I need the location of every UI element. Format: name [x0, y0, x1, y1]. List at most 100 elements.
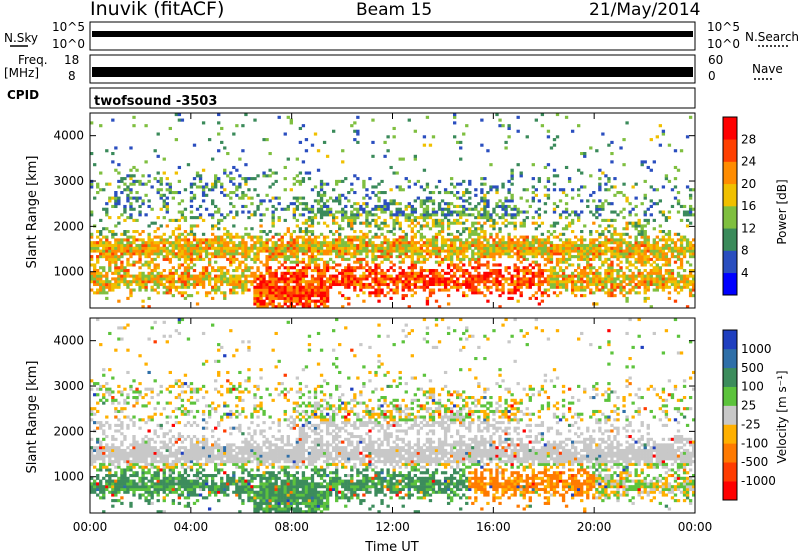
heatmap-cell [643, 249, 647, 253]
heatmap-cell [610, 202, 614, 206]
heatmap-cell [298, 285, 303, 289]
heatmap-cell [189, 274, 194, 278]
heatmap-cell [586, 285, 590, 289]
heatmap-cell [214, 241, 218, 245]
heatmap-cell [307, 280, 312, 284]
heatmap-cell [211, 277, 215, 281]
heatmap-cell [223, 296, 227, 300]
heatmap-cell [646, 274, 650, 278]
heatmap-cell [90, 476, 94, 480]
heatmap-cell [316, 252, 321, 256]
heatmap-cell [395, 255, 399, 259]
heatmap-cell [501, 277, 505, 281]
heatmap-cell [646, 277, 650, 281]
heatmap-cell [604, 235, 608, 239]
heatmap-cell [341, 193, 345, 197]
heatmap-cell [111, 232, 115, 236]
heatmap-cell [492, 249, 496, 253]
heatmap-cell [328, 274, 333, 278]
heatmap-cell [238, 280, 242, 284]
heatmap-cell [543, 252, 548, 256]
heatmap-cell [344, 274, 348, 278]
heatmap-cell [211, 185, 215, 189]
heatmap-cell [304, 271, 309, 275]
heatmap-cell [419, 280, 424, 284]
heatmap-cell [123, 210, 127, 214]
heatmap-cell [244, 163, 248, 167]
heatmap-cell [398, 235, 402, 239]
heatmap-cell [398, 246, 402, 250]
heatmap-cell [564, 115, 569, 119]
heatmap-cell [126, 252, 130, 256]
heatmap-cell [189, 185, 194, 189]
heatmap-cell [507, 255, 511, 259]
heatmap-cell [114, 243, 118, 248]
cpid-panel-frame [89, 87, 696, 109]
heatmap-cell [132, 207, 136, 211]
heatmap-cell [422, 280, 427, 284]
heatmap-cell [534, 221, 538, 225]
heatmap-cell [298, 271, 303, 275]
heatmap-cell [117, 476, 121, 480]
heatmap-cell [310, 282, 315, 287]
heatmap-cell [428, 196, 433, 200]
heatmap-cell [138, 443, 142, 447]
heatmap-cell [513, 291, 517, 295]
heatmap-cell [316, 274, 321, 278]
heatmap-cell [655, 288, 659, 292]
heatmap-cell [664, 257, 669, 261]
heatmap-cell [365, 246, 369, 250]
heatmap-cell [147, 305, 151, 309]
heatmap-cell [528, 249, 532, 253]
heatmap-cell [274, 246, 278, 250]
heatmap-cell [462, 282, 466, 287]
heatmap-cell [286, 227, 290, 231]
heatmap-cell [132, 440, 136, 444]
heatmap-cell [304, 241, 309, 245]
heatmap-cell [353, 230, 357, 234]
heatmap-cell [486, 216, 490, 220]
heatmap-cell [555, 243, 560, 248]
heatmap-cell [658, 143, 663, 147]
heatmap-cell [570, 285, 575, 289]
heatmap-cell [250, 243, 254, 248]
heatmap-cell [93, 249, 97, 253]
heatmap-cell [214, 252, 218, 256]
heatmap-cell [135, 243, 139, 248]
heatmap-cell [437, 260, 442, 264]
heatmap-cell [229, 282, 233, 287]
heatmap-cell [93, 243, 97, 248]
heatmap-cell [132, 474, 136, 478]
heatmap-cell [577, 255, 581, 259]
heatmap-cell [338, 196, 342, 200]
heatmap-cell [670, 241, 675, 245]
heatmap-cell [440, 227, 445, 231]
heatmap-cell [310, 221, 315, 225]
heatmap-cell [341, 282, 345, 287]
heatmap-cell [325, 291, 330, 295]
heatmap-cell [319, 288, 324, 292]
heatmap-cell [126, 457, 130, 461]
heatmap-cell [525, 188, 529, 192]
heatmap-cell [440, 221, 445, 225]
heatmap-cell [598, 168, 602, 172]
heatmap-cell [546, 235, 551, 239]
heatmap-cell [111, 454, 115, 458]
heatmap-cell [298, 299, 303, 303]
heatmap-cell [513, 235, 517, 239]
heatmap-cell [570, 277, 575, 281]
heatmap-cell [204, 274, 209, 278]
heatmap-cell [610, 140, 614, 144]
heatmap-cell [111, 448, 115, 453]
heatmap-cell [226, 282, 230, 287]
heatmap-cell [540, 299, 545, 303]
heatmap-cell [658, 257, 663, 261]
heatmap-cell [274, 274, 278, 278]
heatmap-cell [498, 199, 502, 203]
heatmap-cell [610, 224, 614, 228]
heatmap-cell [105, 485, 109, 489]
heatmap-cell [162, 216, 166, 220]
heatmap-cell [434, 274, 439, 278]
heatmap-cell [389, 255, 393, 259]
heatmap-cell [322, 140, 327, 144]
